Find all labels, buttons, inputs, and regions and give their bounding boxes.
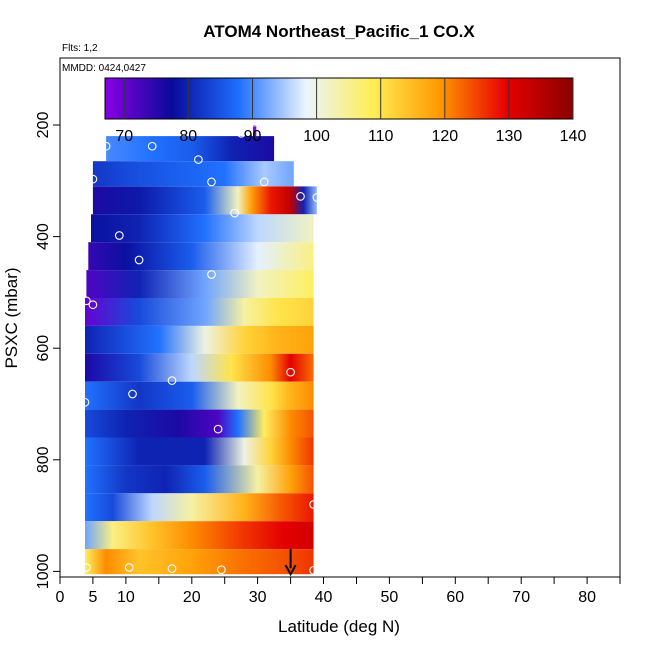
flights-note: Flts: 1,2 — [62, 43, 98, 54]
y-axis-label: PSXC (mbar) — [2, 267, 21, 368]
sample-point — [309, 565, 318, 575]
sample-point — [80, 397, 90, 407]
heatmap-row — [253, 125, 257, 137]
heatmap-row — [85, 409, 314, 438]
sample-point — [88, 174, 98, 184]
heatmap-row — [85, 437, 314, 466]
colorbar-tick-label: 80 — [179, 128, 197, 145]
sample-point — [167, 564, 177, 573]
heatmap-row — [85, 549, 314, 575]
sample-point — [114, 231, 124, 240]
sample-points — [80, 117, 322, 575]
colorbar-tick-label: 120 — [431, 128, 458, 145]
sample-point — [259, 177, 269, 187]
sample-point — [88, 300, 98, 310]
sample-point — [207, 270, 216, 279]
sample-point — [217, 565, 226, 575]
colorbar-tick-label: 110 — [368, 128, 394, 145]
sample-point — [124, 563, 134, 572]
y-tick-label: 800 — [35, 446, 52, 473]
heatmap-row — [85, 353, 314, 382]
axes: 0 5 10 20 30 40 50 60 70 80 200 400 600 800 1000 — [35, 57, 621, 606]
sample-point — [296, 192, 305, 201]
heatmap — [85, 125, 317, 575]
y-tick-label: 1000 — [35, 554, 52, 590]
x-axis-label: Latitude (deg N) — [278, 617, 400, 636]
colorbar-tick-label: 130 — [496, 128, 523, 145]
sample-point — [312, 193, 322, 202]
y-tick-label: 200 — [35, 112, 52, 139]
heatmap-row — [86, 270, 314, 298]
heatmap-row — [85, 465, 314, 494]
x-tick-label: 10 — [117, 589, 135, 606]
heatmap-row — [91, 214, 314, 243]
colorbar-tick-label: 90 — [244, 128, 262, 145]
heatmap-row — [85, 493, 314, 522]
x-tick-label: 50 — [381, 589, 399, 606]
sample-point — [167, 376, 177, 385]
sample-point — [101, 141, 111, 151]
plot-frame — [59, 57, 621, 578]
sample-point — [213, 424, 223, 434]
heatmap-row — [88, 242, 314, 271]
x-tick-label: 5 — [88, 589, 97, 606]
heatmap-row — [85, 298, 314, 326]
x-tick-label: 30 — [249, 589, 267, 606]
heatmap-row — [106, 136, 275, 162]
sample-point — [82, 563, 91, 572]
sample-point — [134, 255, 144, 265]
sample-point — [194, 155, 203, 164]
sample-point — [230, 208, 239, 218]
heatmap-row — [85, 381, 314, 410]
y-tick-label: 600 — [35, 335, 52, 362]
sample-point — [207, 177, 216, 187]
sample-point — [236, 128, 246, 138]
date-note: MMDD: 0424,0427 — [62, 63, 146, 74]
colorbar: 70 80 90 100 110 120 130 140 — [104, 77, 587, 145]
arrow-marker — [284, 549, 297, 577]
x-tick-label: 40 — [315, 589, 333, 606]
x-tick-label: 60 — [446, 589, 464, 606]
colorbar-tick-label: 140 — [560, 128, 587, 145]
chart-title: ATOM4 Northeast_Pacific_1 CO.X — [203, 22, 475, 41]
y-tick-label: 400 — [35, 223, 52, 250]
x-tick-label: 70 — [512, 589, 530, 606]
arrow-head — [284, 564, 297, 577]
sample-point — [250, 117, 259, 127]
x-tick-label: 0 — [56, 589, 65, 606]
x-tick-label: 20 — [183, 589, 201, 606]
sample-point — [147, 141, 157, 151]
sample-point — [128, 389, 137, 399]
sample-point — [82, 296, 91, 306]
heatmap-row — [92, 161, 294, 187]
heatmap-row — [85, 521, 314, 550]
colorbar-scale — [104, 77, 574, 120]
sample-point — [309, 500, 318, 509]
heatmap-row — [85, 325, 314, 354]
sample-point — [286, 367, 295, 377]
colorbar-tick-label: 100 — [303, 128, 330, 145]
colorbar-tick-label: 70 — [115, 128, 133, 145]
x-tick-label: 80 — [578, 589, 596, 606]
heatmap-row — [92, 186, 317, 215]
